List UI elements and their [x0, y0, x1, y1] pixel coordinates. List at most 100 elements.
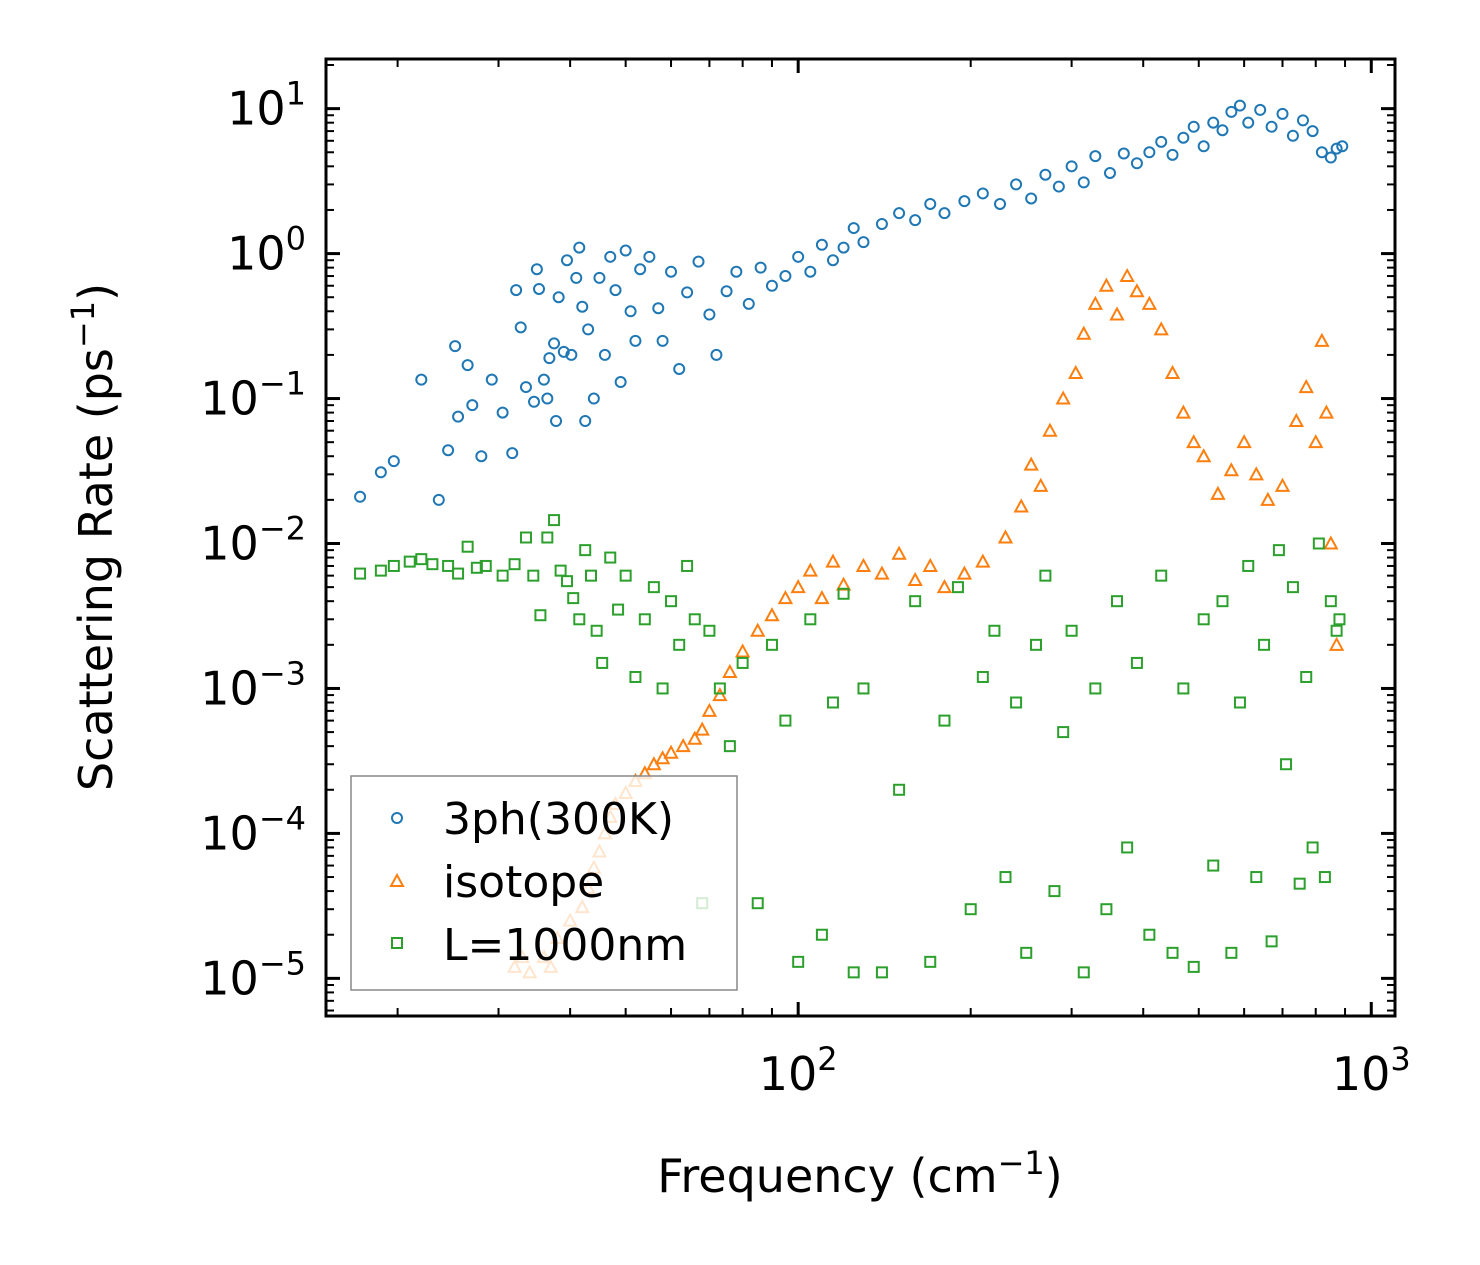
data-point-0-16 [519, 381, 532, 394]
data-point-1-27 [750, 622, 766, 637]
data-point-1-40 [936, 579, 953, 594]
data-point-0-52 [710, 348, 723, 361]
data-point-2-40 [723, 740, 736, 753]
data-point-2-59 [976, 670, 989, 683]
data-point-1-53 [1109, 306, 1125, 321]
data-point-0-58 [779, 270, 792, 283]
data-point-0-68 [909, 214, 922, 227]
data-point-1-56 [1141, 295, 1158, 310]
data-point-0-21 [541, 392, 554, 405]
data-point-0-55 [742, 297, 755, 310]
x-tick-label-1: 103 [1332, 1040, 1411, 1101]
data-point-1-71 [1314, 332, 1330, 347]
data-point-1-43 [997, 529, 1014, 544]
data-point-1-74 [1328, 636, 1345, 651]
data-point-0-22 [543, 352, 556, 365]
data-point-0-3 [415, 373, 428, 386]
y-tick-label-6: 10−5 [200, 944, 306, 1005]
data-point-0-8 [461, 359, 474, 372]
data-point-1-48 [1055, 390, 1071, 405]
data-point-2-4 [415, 553, 428, 566]
data-point-0-38 [609, 284, 622, 297]
y-tick-label-2: 10−1 [200, 365, 306, 426]
data-point-1-41 [956, 565, 973, 580]
data-point-0-99 [1296, 114, 1309, 127]
data-point-0-100 [1306, 125, 1319, 138]
data-point-2-33 [665, 595, 678, 608]
data-point-1-55 [1129, 283, 1145, 298]
data-point-0-30 [573, 241, 586, 254]
data-point-2-7 [452, 567, 465, 580]
data-point-0-56 [754, 261, 767, 274]
data-point-2-21 [573, 613, 586, 626]
data-point-0-4 [432, 493, 445, 506]
data-point-2-35 [681, 559, 694, 572]
data-point-2-96 [1318, 871, 1331, 884]
data-point-2-46 [804, 613, 817, 626]
y-axis-label-sup: −1 [64, 301, 102, 348]
data-point-0-27 [560, 254, 573, 267]
data-point-2-49 [837, 587, 850, 600]
y-tick-label-3: 10−2 [200, 510, 306, 571]
data-point-0-33 [582, 323, 595, 336]
data-point-1-46 [1033, 477, 1049, 492]
x-axis-label-sup: −1 [998, 1144, 1045, 1182]
data-point-2-97 [1324, 595, 1337, 608]
data-point-0-49 [681, 286, 694, 299]
data-point-1-44 [1013, 498, 1029, 513]
data-point-0-90 [1207, 116, 1220, 129]
data-point-0-89 [1197, 140, 1210, 153]
data-point-0-36 [598, 348, 611, 361]
data-point-2-93 [1300, 670, 1313, 683]
data-point-2-80 [1197, 613, 1210, 626]
data-point-0-83 [1130, 157, 1143, 170]
data-point-2-52 [875, 966, 888, 979]
data-point-2-69 [1077, 966, 1090, 979]
data-point-0-88 [1187, 120, 1200, 133]
data-point-0-101 [1315, 146, 1328, 159]
x-axis-label-text: Frequency (cm [657, 1149, 997, 1203]
data-point-2-91 [1286, 581, 1299, 594]
data-point-2-73 [1121, 841, 1134, 854]
data-point-2-74 [1130, 656, 1143, 669]
data-point-2-94 [1306, 841, 1319, 854]
data-point-1-54 [1119, 267, 1135, 283]
data-point-0-85 [1155, 135, 1168, 148]
data-point-2-30 [638, 613, 651, 626]
data-point-2-65 [1039, 569, 1052, 582]
data-point-2-81 [1207, 859, 1220, 872]
data-point-2-71 [1100, 903, 1113, 916]
data-point-0-75 [1025, 192, 1038, 205]
y-tick-label-0: 101 [227, 75, 306, 136]
data-point-0-60 [804, 265, 817, 278]
data-point-2-12 [508, 558, 521, 571]
data-point-1-36 [874, 565, 890, 580]
data-point-2-57 [951, 581, 964, 594]
data-point-1-60 [1186, 434, 1202, 449]
data-point-2-77 [1166, 946, 1179, 959]
data-point-2-25 [596, 656, 609, 669]
legend-label-3ph: 3ph(300K) [443, 794, 674, 845]
data-point-0-43 [634, 263, 647, 276]
data-point-0-6 [449, 340, 462, 353]
data-point-2-24 [590, 624, 603, 637]
data-point-0-9 [466, 399, 479, 412]
data-point-0-84 [1143, 146, 1156, 159]
data-point-0-48 [673, 362, 686, 375]
data-point-0-25 [552, 291, 565, 304]
data-point-0-102 [1324, 151, 1337, 164]
data-point-1-37 [891, 545, 907, 560]
data-point-1-59 [1175, 404, 1192, 419]
data-point-0-39 [614, 376, 627, 389]
data-point-0-19 [533, 282, 546, 295]
data-point-0-61 [815, 238, 828, 251]
data-point-0-80 [1089, 150, 1102, 163]
data-point-2-17 [548, 514, 561, 527]
y-tick-label-5: 10−4 [200, 799, 306, 860]
data-point-0-37 [604, 250, 617, 263]
data-point-0-18 [530, 263, 543, 276]
data-point-0-11 [485, 373, 498, 386]
data-point-0-41 [624, 305, 637, 318]
data-point-1-30 [790, 579, 806, 594]
data-point-1-66 [1260, 491, 1276, 506]
